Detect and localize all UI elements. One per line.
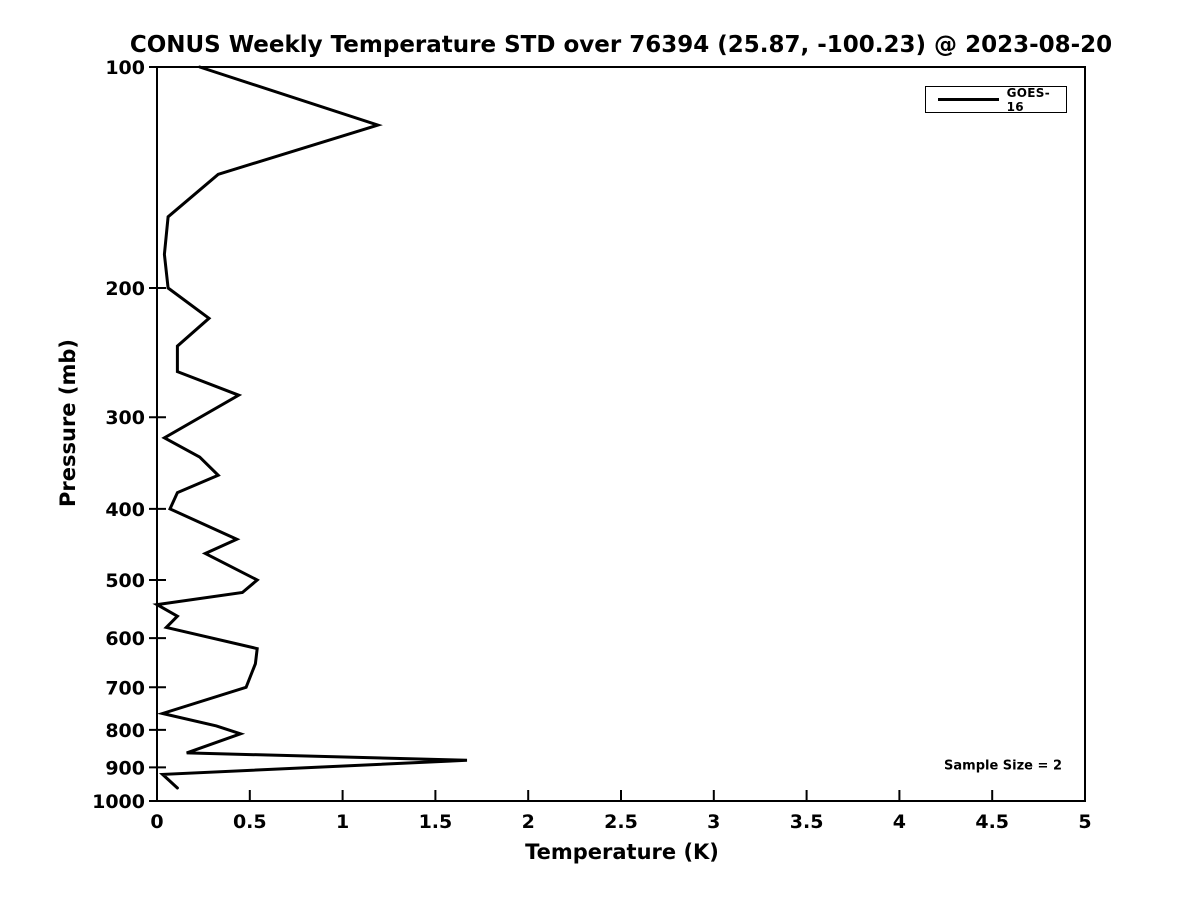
y-tick-label: 500 bbox=[105, 570, 145, 592]
x-tick-label: 2.5 bbox=[604, 811, 638, 833]
chart-title: CONUS Weekly Temperature STD over 76394 … bbox=[129, 32, 1113, 58]
y-tick-label: 400 bbox=[105, 499, 145, 521]
sample-size-annotation: Sample Size = 2 bbox=[944, 758, 1062, 774]
y-tick-label: 200 bbox=[105, 278, 145, 300]
x-tick-label: 1.5 bbox=[419, 811, 453, 833]
x-tick-label: 0 bbox=[150, 811, 163, 833]
y-tick-label: 700 bbox=[105, 677, 145, 699]
legend: GOES-16 bbox=[925, 85, 1067, 114]
x-tick-label: 5 bbox=[1078, 811, 1091, 833]
axes-box bbox=[156, 66, 1086, 802]
x-tick-label: 2 bbox=[522, 811, 535, 833]
series-line-goes-16 bbox=[152, 65, 468, 790]
x-tick-label: 1 bbox=[336, 811, 349, 833]
y-tick-label: 800 bbox=[105, 720, 145, 742]
y-tick-label: 300 bbox=[105, 407, 145, 429]
x-axis-label: Temperature (K) bbox=[525, 840, 719, 864]
y-tick-label: 1000 bbox=[92, 791, 145, 813]
y-tick-label: 600 bbox=[105, 628, 145, 650]
x-tick-label: 4.5 bbox=[975, 811, 1009, 833]
x-tick-label: 3.5 bbox=[790, 811, 824, 833]
legend-line-sample bbox=[938, 98, 999, 101]
x-tick-label: 0.5 bbox=[233, 811, 267, 833]
y-axis-label: Pressure (mb) bbox=[56, 339, 80, 507]
y-tick-label: 100 bbox=[105, 57, 145, 79]
y-tick-label: 900 bbox=[105, 757, 145, 779]
legend-label: GOES-16 bbox=[1006, 85, 1051, 114]
x-tick-label: 3 bbox=[707, 811, 720, 833]
x-tick-label: 4 bbox=[893, 811, 906, 833]
